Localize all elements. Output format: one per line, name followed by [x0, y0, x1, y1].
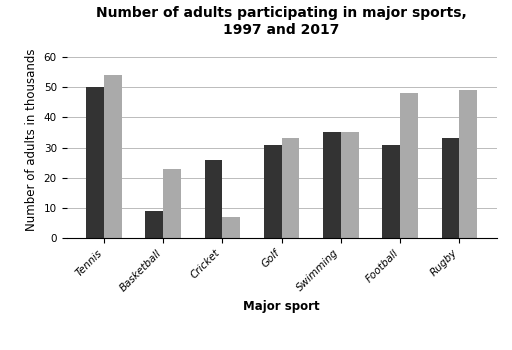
- Bar: [145, 211, 163, 238]
- Bar: [441, 139, 459, 238]
- Bar: [323, 132, 341, 238]
- Bar: [264, 145, 282, 238]
- Bar: [400, 93, 418, 238]
- Bar: [382, 145, 400, 238]
- Title: Number of adults participating in major sports,
1997 and 2017: Number of adults participating in major …: [96, 6, 467, 37]
- Bar: [163, 169, 181, 238]
- Bar: [222, 217, 240, 238]
- Bar: [341, 132, 358, 238]
- Bar: [104, 75, 122, 238]
- Y-axis label: Number of adults in thousands: Number of adults in thousands: [25, 49, 38, 231]
- X-axis label: Major sport: Major sport: [243, 300, 320, 313]
- Bar: [459, 90, 477, 238]
- Bar: [282, 139, 300, 238]
- Bar: [86, 87, 104, 238]
- Bar: [205, 160, 222, 238]
